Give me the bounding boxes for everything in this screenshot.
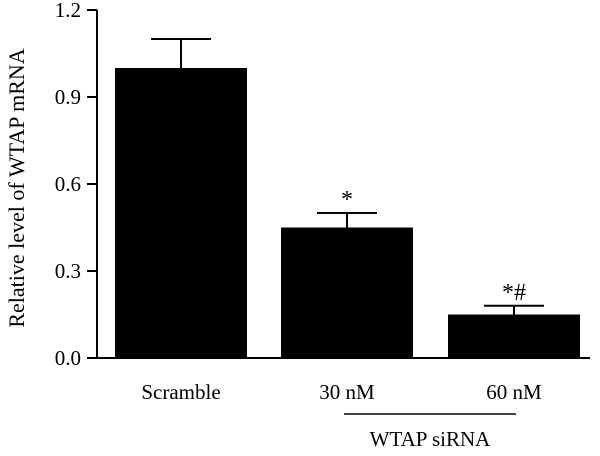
category-label-2: 30 nM bbox=[319, 380, 375, 404]
significance-label-3: *# bbox=[502, 280, 526, 306]
bar-3 bbox=[448, 314, 580, 358]
group-label: WTAP siRNA bbox=[370, 427, 491, 451]
labels-group: 0.0 0.3 0.6 0.9 1.2 Scramble * 30 nM *# 60 nM WTAP… bbox=[55, 0, 542, 451]
bars-group bbox=[115, 38, 580, 358]
bar-1 bbox=[115, 68, 247, 358]
y-tick-label: 0.3 bbox=[55, 259, 81, 283]
y-tick-label: 1.2 bbox=[55, 0, 81, 22]
significance-label-2: * bbox=[341, 187, 353, 213]
bar-2 bbox=[281, 227, 413, 358]
y-tick-label: 0.0 bbox=[55, 346, 81, 370]
category-label-1: Scramble bbox=[141, 380, 220, 404]
y-tick-label: 0.6 bbox=[55, 172, 81, 196]
y-tick-label: 0.9 bbox=[55, 85, 81, 109]
y-axis-title: Relative level of WTAP mRNA bbox=[4, 48, 29, 327]
category-label-3: 60 nM bbox=[486, 380, 542, 404]
